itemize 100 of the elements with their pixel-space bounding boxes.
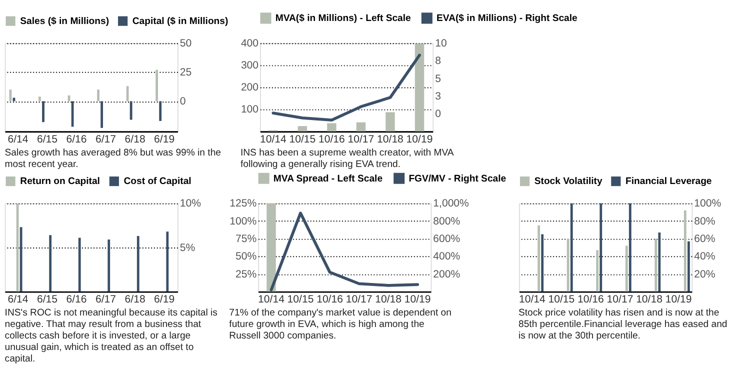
y2-tick-label: 10 bbox=[435, 37, 447, 50]
x-tick-label: 10/15 bbox=[548, 294, 575, 306]
line-series bbox=[270, 212, 420, 292]
y-tick-label: 100% bbox=[694, 198, 722, 210]
legend-label: Stock Volatility bbox=[534, 176, 603, 188]
y-tick-label: 200 bbox=[240, 82, 259, 94]
x-tick-label: 6/15 bbox=[36, 294, 58, 306]
x-tick-label: 6/14 bbox=[8, 133, 28, 146]
bar bbox=[100, 101, 103, 128]
x-tick-label: 6/16 bbox=[66, 294, 87, 306]
bar bbox=[136, 236, 140, 292]
text: INS has been a supreme wealth creator, with MVA following a generally rising EVA trend. bbox=[240, 147, 454, 170]
text: INS's ROC is not meaningful because its capital is negative. That may result from a business that collects cash before it is invested, or a large unusual gain, which is treated as an offset to capital. bbox=[4, 308, 218, 365]
x-tick-label: 6/19 bbox=[154, 294, 175, 306]
legend-label: Cost of Capital bbox=[124, 176, 192, 188]
y-tick-label: 20% bbox=[694, 268, 716, 280]
bar bbox=[687, 241, 690, 292]
legend-label: Financial Leverage bbox=[626, 176, 712, 188]
text: Sales growth has averaged 8% but was 99% in the most recent year. bbox=[4, 147, 221, 170]
x-tick-label: 10/16 bbox=[578, 294, 604, 306]
x-tick-label: 6/18 bbox=[124, 133, 146, 146]
bar bbox=[49, 235, 52, 292]
bar bbox=[42, 101, 44, 122]
bar bbox=[356, 122, 366, 132]
bar bbox=[596, 250, 599, 292]
bar bbox=[78, 238, 81, 292]
x-tick-label: 6/15 bbox=[36, 133, 58, 146]
bar bbox=[108, 240, 110, 292]
x-tick-label: 10/15 bbox=[289, 133, 316, 146]
x-tick-label: 10/17 bbox=[346, 294, 372, 306]
x-tick-label: 10/14 bbox=[260, 133, 286, 146]
y-tick-label: 300 bbox=[240, 60, 259, 72]
y2-tick-label: 5 bbox=[435, 72, 442, 85]
x-tick-label: 10/19 bbox=[404, 294, 431, 306]
bar bbox=[159, 101, 162, 121]
y-tick-label: 100 bbox=[240, 104, 259, 116]
text: Stock price volatility has risen and is now at the 85th percentile.Financial leverage has eased and is now at the 30th percentile. bbox=[518, 308, 728, 342]
y2-tick-label: 200% bbox=[433, 268, 460, 280]
x-tick-label: 10/15 bbox=[287, 294, 314, 306]
bar bbox=[414, 44, 424, 132]
bar bbox=[684, 210, 686, 292]
legend-label: EVA($ in Millions) - Right Scale bbox=[436, 13, 578, 24]
y-tick-label: 0 bbox=[180, 96, 186, 108]
bar bbox=[538, 225, 540, 292]
bar bbox=[600, 203, 602, 292]
bar bbox=[166, 232, 169, 292]
bar bbox=[156, 70, 158, 102]
legend-label: Capital ($ in Millions) bbox=[132, 16, 228, 27]
x-tick-label: 10/16 bbox=[318, 133, 346, 146]
x-tick-label: 6/14 bbox=[8, 294, 28, 306]
bar bbox=[541, 234, 544, 292]
bar bbox=[327, 123, 336, 132]
bar bbox=[386, 112, 395, 132]
x-tick-label: 10/17 bbox=[348, 133, 374, 146]
y-tick-label: 75% bbox=[236, 233, 257, 246]
text: 71% of the company's market value is dependent on future growth in EVA, which is high among the Russell 3000 companies. bbox=[229, 308, 452, 342]
bar bbox=[97, 90, 100, 102]
y2-tick-label: 1,000% bbox=[433, 198, 469, 210]
y-tick-label: 80% bbox=[694, 215, 716, 228]
legend-label: FGV/MV - Right Scale bbox=[408, 173, 506, 184]
y-tick-label: 10% bbox=[180, 198, 201, 210]
y-tick-label: 25 bbox=[180, 66, 192, 79]
x-tick-label: 10/14 bbox=[518, 294, 546, 306]
x-tick-label: 10/18 bbox=[375, 294, 402, 306]
x-tick-label: 6/19 bbox=[154, 133, 175, 146]
bar bbox=[566, 238, 570, 292]
x-tick-label: 10/16 bbox=[316, 294, 344, 306]
bar bbox=[298, 126, 308, 132]
y-tick-label: 40% bbox=[694, 250, 716, 263]
y2-tick-label: 8 bbox=[435, 55, 442, 68]
x-tick-label: 10/18 bbox=[636, 294, 663, 306]
y-tick-label: 50 bbox=[180, 37, 192, 50]
legend-label: Return on Capital bbox=[20, 176, 100, 188]
legend-label: MVA($ in Millions) - Left Scale bbox=[275, 13, 411, 24]
y2-tick-label: 400% bbox=[433, 250, 460, 263]
legend-label: Sales ($ in Millions) bbox=[20, 16, 110, 27]
y-tick-label: 5% bbox=[180, 242, 196, 254]
x-tick-label: 6/17 bbox=[96, 294, 116, 306]
bar bbox=[38, 96, 41, 102]
y-tick-label: 60% bbox=[694, 233, 716, 246]
y2-tick-label: 800% bbox=[433, 215, 460, 228]
y-tick-label: 25% bbox=[236, 268, 257, 280]
y2-tick-label: 600% bbox=[433, 233, 460, 246]
x-tick-label: 10/18 bbox=[377, 133, 404, 146]
x-tick-label: 6/18 bbox=[124, 294, 146, 306]
y-tick-label: 50% bbox=[236, 250, 257, 263]
y2-tick-label: 3 bbox=[435, 90, 442, 102]
y-tick-label: 400 bbox=[240, 37, 259, 50]
x-tick-label: 6/16 bbox=[66, 133, 87, 146]
bar bbox=[130, 101, 132, 120]
bar bbox=[658, 232, 661, 292]
bar bbox=[628, 203, 632, 292]
legend-label: MVA Spread - Left Scale bbox=[273, 173, 383, 184]
bar bbox=[654, 238, 658, 292]
line-series bbox=[272, 54, 421, 122]
x-tick-label: 10/19 bbox=[665, 294, 692, 306]
bar bbox=[570, 203, 573, 292]
x-tick-label: 10/14 bbox=[258, 294, 285, 306]
bar bbox=[625, 246, 628, 292]
bar bbox=[20, 227, 22, 292]
